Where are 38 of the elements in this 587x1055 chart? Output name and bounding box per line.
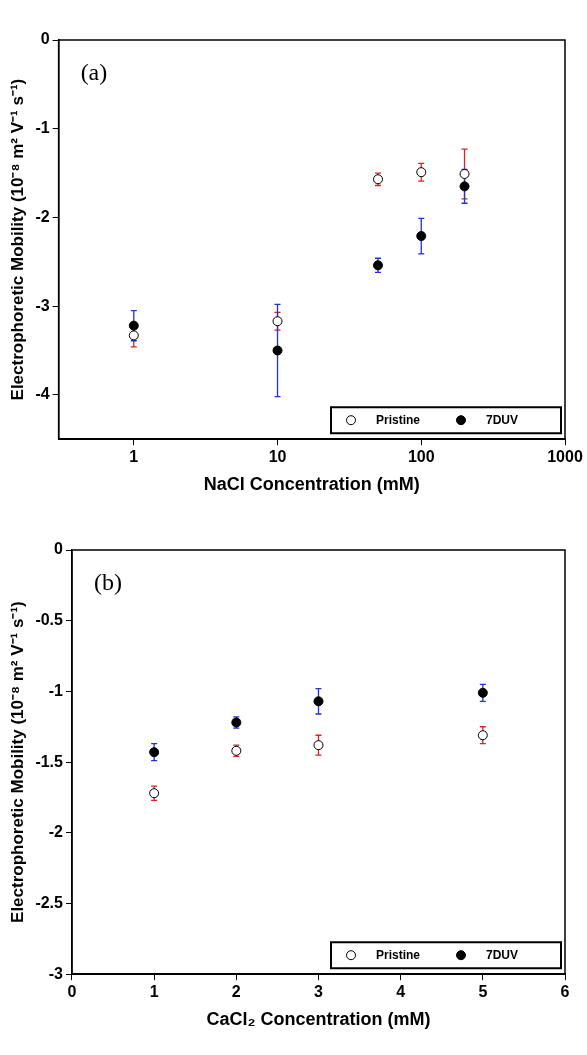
y-tick-label: -2 (48, 823, 64, 841)
x-tick-label: 100 (407, 448, 435, 466)
y-tick-label: -3 (35, 296, 50, 314)
y-tick-label: -4 (35, 385, 50, 403)
y-tick-label: -1 (48, 681, 64, 699)
legend-label: Pristine (376, 947, 421, 962)
y-tick-label: -1 (35, 119, 50, 137)
x-tick-label: 1 (129, 448, 139, 466)
x-tick-label: 5 (478, 983, 488, 1001)
x-tick-label: 6 (560, 983, 570, 1001)
x-tick-label: 1000 (547, 448, 583, 466)
y-tick-label: -0.5 (35, 611, 64, 629)
x-tick-label: 0 (67, 983, 77, 1001)
point (477, 687, 488, 698)
y-axis-title: Electrophoretic Mobility (10⁻⁸ m² V⁻¹ s⁻¹) (7, 601, 27, 923)
y-tick-label: 0 (40, 30, 50, 48)
x-tick-label: 10 (268, 448, 287, 466)
y-axis-title: Electrophoretic Mobility (10⁻⁸ m² V⁻¹ s⁻¹) (7, 78, 27, 401)
x-tick-label: 2 (231, 983, 241, 1001)
x-tick-label: 3 (314, 983, 324, 1001)
y-tick-label: 0 (54, 540, 64, 558)
point (149, 747, 160, 758)
x-axis-title: NaCl Concentration (mM) (203, 474, 420, 495)
point (477, 730, 488, 741)
x-axis-title: CaCl₂ Concentration (mM) (206, 1009, 431, 1030)
annotation: (b) (93, 569, 122, 596)
point (313, 696, 324, 707)
x-tick-label: 1 (149, 983, 159, 1001)
point (313, 740, 324, 751)
y-tick-label: -3 (48, 964, 64, 982)
legend-label: 7DUV (486, 947, 519, 962)
y-tick-label: -2 (35, 207, 50, 225)
y-tick-label: -2.5 (35, 893, 64, 911)
x-tick-label: 4 (396, 983, 406, 1001)
y-tick-label: -1.5 (35, 752, 64, 770)
legend-label: 7DUV (486, 412, 519, 427)
annotation: (a) (80, 59, 108, 86)
legend-label: Pristine (376, 412, 421, 427)
